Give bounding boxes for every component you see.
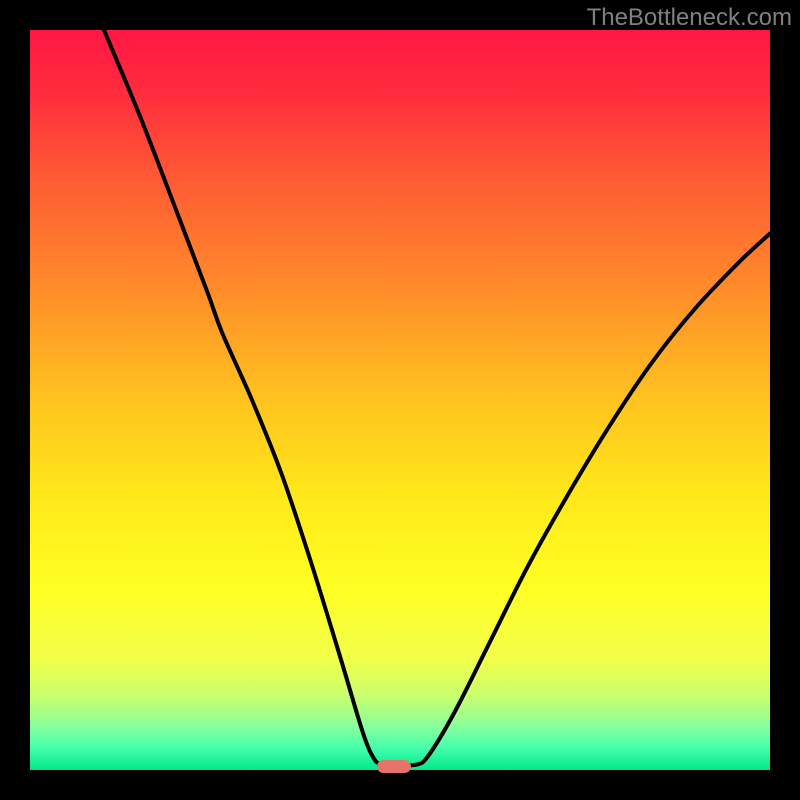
bottleneck-curve [30,30,770,770]
curve-path [104,30,770,766]
chart-frame: TheBottleneck.com [0,0,800,800]
plot-area [30,30,770,770]
optimal-marker [377,760,410,773]
watermark-text: TheBottleneck.com [587,4,792,32]
